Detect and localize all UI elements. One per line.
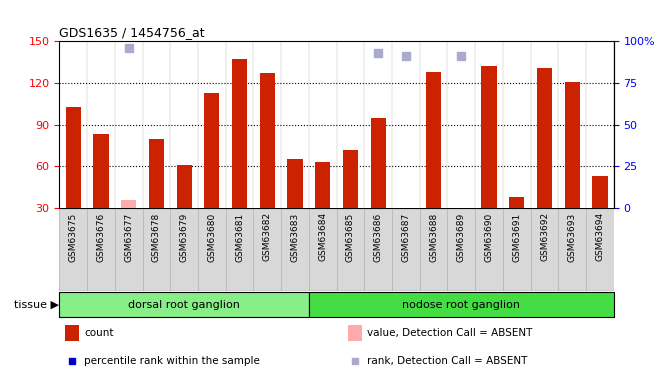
Text: GSM63692: GSM63692 [540,212,549,261]
Bar [232,59,248,208]
Bar [531,208,558,291]
Bar [309,292,614,317]
Point [428,6,439,12]
Bar [65,106,81,208]
Point [68,6,79,12]
Bar [348,325,362,340]
Bar [481,66,497,208]
Point [456,53,467,59]
Text: GSM63682: GSM63682 [263,212,272,261]
Bar [503,208,531,291]
Point [345,20,356,26]
Bar [586,208,614,291]
Bar [176,165,192,208]
Bar [65,325,79,340]
Text: GSM63687: GSM63687 [401,212,411,261]
Text: dorsal root ganglion: dorsal root ganglion [128,300,240,310]
Text: nodose root ganglion: nodose root ganglion [403,300,520,310]
Text: GSM63675: GSM63675 [69,212,78,261]
Text: GSM63681: GSM63681 [235,212,244,261]
Bar [143,208,170,291]
Bar [537,68,552,208]
Bar [59,292,309,317]
Text: GSM63694: GSM63694 [595,212,605,261]
Bar [343,150,358,208]
Bar [420,208,447,291]
Point [317,22,328,28]
Point [512,16,522,22]
Text: GSM63688: GSM63688 [429,212,438,261]
Bar [315,162,331,208]
Bar [309,208,337,291]
Text: rank, Detection Call = ABSENT: rank, Detection Call = ABSENT [367,356,527,366]
Bar [370,118,386,208]
Point [123,45,134,51]
Text: GSM63676: GSM63676 [96,212,106,261]
Point [567,5,578,11]
Point [595,18,605,24]
Text: GSM63686: GSM63686 [374,212,383,261]
Point [179,25,189,31]
Bar [558,208,586,291]
Point [539,12,550,18]
Bar [564,82,580,208]
Point [262,16,273,22]
Bar [253,208,281,291]
Bar [364,208,392,291]
Text: GSM63684: GSM63684 [318,212,327,261]
Text: GSM63685: GSM63685 [346,212,355,261]
Bar [198,208,226,291]
Bar [226,208,253,291]
Point [290,22,300,28]
Bar [204,93,220,208]
Bar [87,208,115,291]
Bar [148,139,164,208]
Bar [170,208,198,291]
Bar [592,176,608,208]
Point [401,53,411,59]
Point [207,18,217,24]
Bar [93,134,109,208]
Text: count: count [84,328,114,338]
Bar [121,200,137,208]
Point [373,50,383,56]
Point [484,5,494,11]
Bar [392,208,420,291]
Bar [259,73,275,208]
Text: GSM63683: GSM63683 [290,212,300,261]
Text: GSM63677: GSM63677 [124,212,133,261]
Bar [475,208,503,291]
Text: GSM63691: GSM63691 [512,212,521,261]
Bar [447,208,475,291]
Text: value, Detection Call = ABSENT: value, Detection Call = ABSENT [367,328,533,338]
Text: GSM63689: GSM63689 [457,212,466,261]
Text: GDS1635 / 1454756_at: GDS1635 / 1454756_at [59,26,205,39]
Text: tissue ▶: tissue ▶ [15,300,59,310]
Text: GSM63680: GSM63680 [207,212,216,261]
Text: GSM63678: GSM63678 [152,212,161,261]
Bar [509,197,525,208]
Bar [59,208,87,291]
Text: GSM63693: GSM63693 [568,212,577,261]
Text: percentile rank within the sample: percentile rank within the sample [84,356,260,366]
Bar [426,72,442,208]
Bar [281,208,309,291]
Bar [287,159,303,208]
Text: GSM63690: GSM63690 [484,212,494,261]
Point [96,33,106,39]
Bar [337,208,364,291]
Text: GSM63679: GSM63679 [180,212,189,261]
Bar [115,208,143,291]
Point [234,5,245,11]
Point [151,25,162,31]
